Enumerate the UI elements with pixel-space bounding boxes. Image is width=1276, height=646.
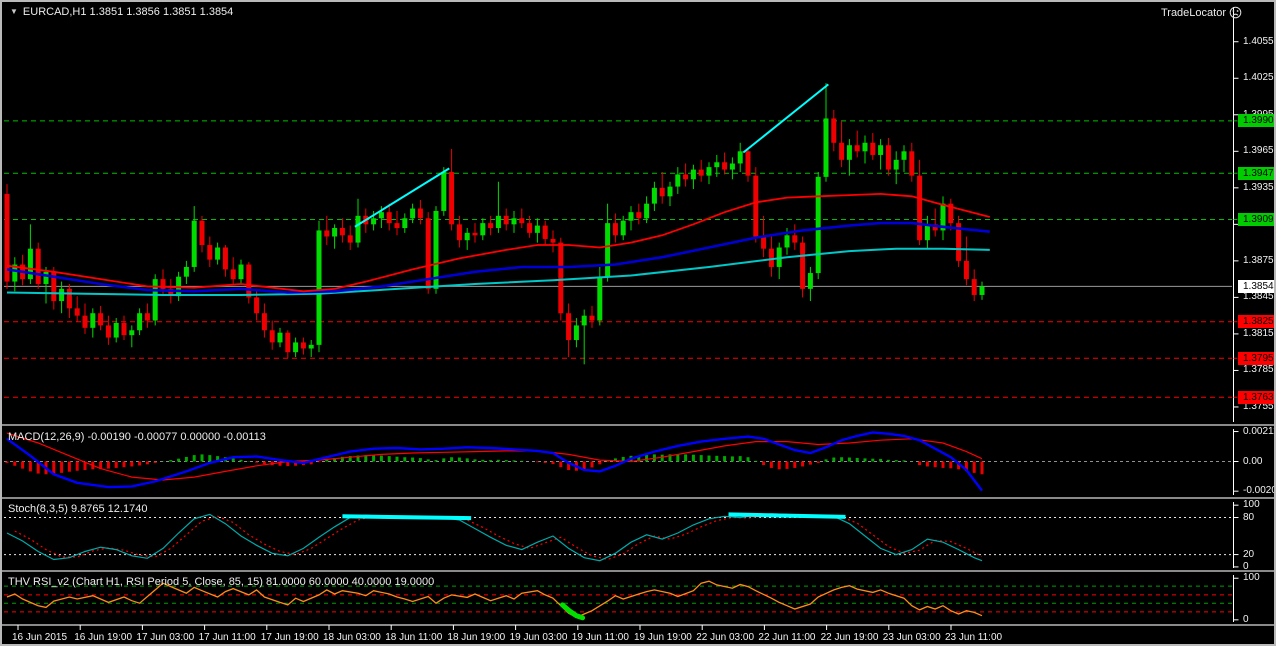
watermark-text: TradeLocator: [1160, 6, 1226, 19]
current-price-badge: 1.3854: [1238, 279, 1274, 293]
price-level-badge-red: 1.3763: [1238, 390, 1274, 404]
time-axis-label: 22 Jun 03:00: [696, 632, 755, 643]
time-axis-label: 16 Jun 2015: [12, 632, 68, 643]
stoch-overbought-ribbon: [342, 514, 472, 521]
price-tick-label: 1.3995: [1243, 109, 1274, 121]
time-axis-label: 18 Jun 11:00: [385, 632, 443, 643]
rsi-axis-label: 100: [1243, 572, 1260, 584]
price-level-badge-green: 1.3909: [1238, 212, 1274, 226]
ma-aqua-line: [6, 247, 990, 296]
time-axis-label: 22 Jun 19:00: [820, 632, 879, 643]
macd-axis-label: 0.00211: [1243, 425, 1276, 437]
macd-signal-line: [6, 432, 983, 481]
stoch-d-line: [14, 514, 983, 561]
stoch-overbought-ribbon: [728, 512, 846, 519]
stoch-axis-label: 20: [1243, 548, 1255, 560]
rsi-line: [6, 580, 983, 619]
ma-blue-line: [6, 221, 990, 294]
price-tick-label: 1.3845: [1243, 291, 1274, 303]
price-level-badge-red: 1.3795: [1238, 351, 1274, 365]
price-tick-label: 1.3815: [1243, 327, 1274, 339]
price-level-badge-green: 1.3947: [1238, 166, 1274, 180]
time-axis-label: 19 Jun 11:00: [571, 632, 629, 643]
macd-main-line: [6, 431, 983, 492]
sad-face-icon: [1229, 6, 1242, 19]
stoch-axis-label: 0: [1243, 560, 1249, 572]
price-tick-label: 1.3965: [1243, 145, 1274, 157]
macd-axis-label: 0.00: [1243, 455, 1263, 467]
price-axis[interactable]: 1.40551.40251.39951.39651.39351.39051.38…: [1234, 2, 1276, 625]
time-axis-label: 17 Jun 03:00: [136, 632, 195, 643]
time-axis[interactable]: 16 Jun 2015 16 Jun 19:00 17 Jun 03:00 17 Ju…: [2, 625, 1274, 644]
symbol-ohlc-text: EURCAD,H1 1.3851 1.3856 1.3851 1.3854: [22, 6, 234, 18]
price-level-badge-red: 1.3825: [1238, 315, 1274, 329]
chevron-down-icon[interactable]: ▼: [10, 7, 18, 16]
time-axis-label: 19 Jun 03:00: [509, 632, 568, 643]
price-tick-label: 1.3785: [1243, 364, 1274, 376]
price-tick-label: 1.3875: [1243, 254, 1274, 266]
time-axis-label: 18 Jun 19:00: [447, 632, 506, 643]
price-tick-label: 1.4055: [1243, 35, 1274, 47]
time-axis-label: 17 Jun 11:00: [198, 632, 256, 643]
macd-indicator-label: MACD(12,26,9) -0.00190 -0.00077 0.00000 …: [8, 431, 266, 443]
stoch-axis-label: 100: [1243, 499, 1260, 511]
rsi-indicator-label: THV RSI_v2 (Chart H1, RSI Period 5, Clos…: [8, 576, 435, 588]
time-axis-label: 17 Jun 19:00: [260, 632, 319, 643]
time-axis-label: 19 Jun 19:00: [634, 632, 692, 643]
time-axis-label: 18 Jun 03:00: [323, 632, 381, 643]
stoch-axis-label: 80: [1243, 511, 1255, 523]
trendlines: [354, 83, 829, 228]
price-tick-label: 1.3755: [1243, 400, 1274, 412]
price-level-lines: [4, 120, 1232, 398]
rsi-axis-label: 0: [1243, 613, 1249, 625]
moving-averages: [6, 192, 991, 296]
price-level-badge-green: 1.3990: [1238, 114, 1274, 128]
macd-histogram: [5, 454, 984, 475]
symbol-header: ▼ EURCAD,H1 1.3851 1.3856 1.3851 1.3854: [10, 6, 233, 18]
time-axis-label: 23 Jun 11:00: [945, 632, 1003, 643]
price-tick-label: 1.4025: [1243, 72, 1274, 84]
watermark: TradeLocator: [1161, 6, 1242, 19]
stoch-k-line: [6, 513, 983, 562]
time-axis-label: 22 Jun 11:00: [758, 632, 816, 643]
stoch-indicator-label: Stoch(8,3,5) 9.8765 12.1740: [8, 503, 148, 515]
time-axis-label: 16 Jun 19:00: [74, 632, 133, 643]
ma-red-line: [6, 192, 991, 293]
price-tick-label: 1.3935: [1243, 181, 1274, 193]
candles-group: [4, 83, 985, 365]
rsi-sell-signal-marker: [559, 602, 586, 621]
time-axis-label: 23 Jun 03:00: [882, 632, 941, 643]
macd-axis-label: -0.00209: [1243, 485, 1274, 497]
